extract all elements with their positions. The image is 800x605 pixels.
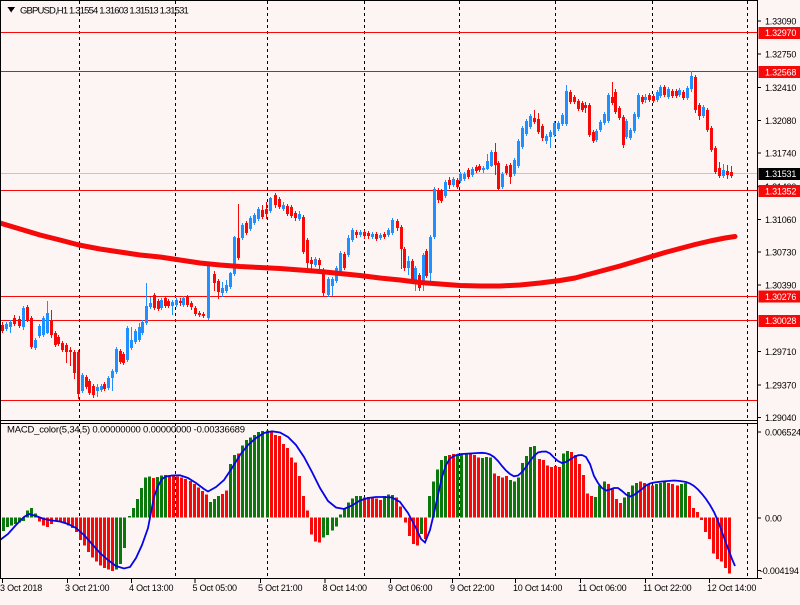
svg-text:1.32568: 1.32568: [765, 67, 796, 77]
svg-text:1.30390: 1.30390: [765, 281, 796, 291]
svg-text:8 Oct 14:00: 8 Oct 14:00: [323, 583, 368, 593]
svg-text:12 Oct 14:00: 12 Oct 14:00: [707, 583, 756, 593]
svg-text:1.30730: 1.30730: [765, 247, 796, 257]
svg-text:1.31352: 1.31352: [765, 186, 796, 196]
svg-text:1.33090: 1.33090: [765, 16, 796, 26]
svg-text:10 Oct 14:00: 10 Oct 14:00: [513, 583, 562, 593]
svg-text:1.31060: 1.31060: [765, 215, 796, 225]
svg-text:MACD_color(5,34,5) 0.00000000: MACD_color(5,34,5) 0.00000000 0.00000000…: [7, 425, 245, 436]
svg-text:5 Oct 05:00: 5 Oct 05:00: [193, 583, 238, 593]
svg-text:3 Oct 21:00: 3 Oct 21:00: [65, 583, 110, 593]
svg-text:5 Oct 21:00: 5 Oct 21:00: [258, 583, 303, 593]
svg-text:1.30276: 1.30276: [765, 292, 796, 302]
svg-text:1.29040: 1.29040: [765, 413, 796, 423]
svg-text:9 Oct 06:00: 9 Oct 06:00: [388, 583, 433, 593]
svg-text:1.32080: 1.32080: [765, 116, 796, 126]
svg-text:0.00: 0.00: [765, 514, 782, 524]
svg-text:-0.004194: -0.004194: [760, 566, 799, 576]
svg-text:1.31531: 1.31531: [765, 169, 796, 179]
svg-text:1.32410: 1.32410: [765, 83, 796, 93]
svg-text:GBPUSD,H1 1.31554 1.31603 1.3: GBPUSD,H1 1.31554 1.31603 1.31513 1.3153…: [20, 6, 189, 17]
svg-text:1.31740: 1.31740: [765, 149, 796, 159]
svg-text:1.32750: 1.32750: [765, 50, 796, 60]
svg-text:9 Oct 22:00: 9 Oct 22:00: [450, 583, 495, 593]
svg-text:1.30028: 1.30028: [765, 316, 796, 326]
svg-text:1.29710: 1.29710: [765, 347, 796, 357]
svg-text:11 Oct 22:00: 11 Oct 22:00: [643, 583, 692, 593]
svg-text:4 Oct 13:00: 4 Oct 13:00: [129, 583, 174, 593]
svg-text:1.29370: 1.29370: [765, 381, 796, 391]
svg-text:11 Oct 06:00: 11 Oct 06:00: [578, 583, 627, 593]
svg-text:3 Oct 2018: 3 Oct 2018: [0, 583, 42, 593]
svg-text:0.006524: 0.006524: [765, 428, 800, 438]
svg-text:1.32970: 1.32970: [765, 28, 796, 38]
